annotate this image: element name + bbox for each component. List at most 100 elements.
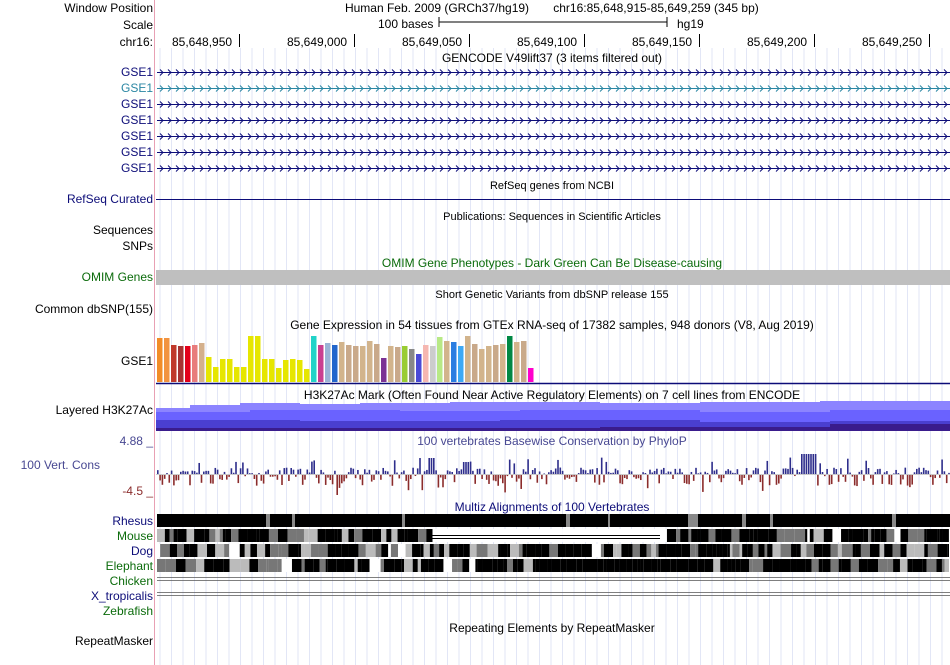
alignment-block	[401, 559, 404, 572]
multiz-species-rhesus[interactable]: Rhesus	[112, 514, 153, 528]
phylop-bar	[444, 475, 447, 480]
phylop-bar	[568, 475, 571, 479]
phylop-bar	[387, 471, 389, 474]
phylop-bar	[676, 472, 679, 474]
phylop-bar	[435, 470, 437, 474]
dbsnp-label[interactable]: Common dbSNP(155)	[34, 302, 153, 316]
alignment-gap	[742, 514, 746, 527]
gencode-item[interactable]: GSE1	[120, 129, 153, 143]
alignment-block	[304, 559, 314, 572]
phylop-bar	[932, 475, 934, 485]
phylop-bar	[580, 467, 582, 474]
phylop-track-label[interactable]: 100 Vert. Cons	[20, 458, 100, 472]
phylop-bar	[791, 467, 794, 474]
phylop-bar	[881, 475, 884, 484]
alignment-block	[680, 529, 689, 542]
sequences-label[interactable]: Sequences	[92, 223, 153, 237]
phylop-bar	[205, 470, 207, 474]
alignment-block	[675, 544, 682, 557]
phylop-bar	[522, 469, 525, 474]
multiz-species-xtropicalis[interactable]: X_tropicalis	[90, 589, 153, 603]
phylop-bar	[490, 471, 493, 474]
alignment-block	[390, 544, 399, 557]
alignment-block	[719, 544, 723, 557]
alignment-block	[463, 544, 470, 557]
gencode-item[interactable]: GSE1	[120, 65, 153, 79]
phylop-bar	[373, 475, 375, 480]
alignment-block	[939, 529, 943, 542]
alignment-block	[823, 529, 833, 542]
phylop-bar	[573, 475, 575, 477]
phylop-bar	[872, 475, 874, 485]
alignment-block	[767, 544, 773, 557]
snps-label[interactable]: SNPs	[122, 239, 153, 253]
gencode-item[interactable]: GSE1	[120, 81, 153, 95]
phylop-bar	[186, 471, 189, 474]
repeatmasker-label[interactable]: RepeatMasker	[74, 634, 153, 648]
phylop-bar	[837, 475, 840, 482]
phylop-bar	[423, 471, 426, 474]
phylop-bar	[538, 471, 541, 474]
phylop-bar	[352, 468, 355, 474]
gencode-item[interactable]: GSE1	[120, 113, 153, 127]
alignment-block	[794, 529, 806, 542]
alignment-block	[369, 559, 381, 572]
phylop-bar	[161, 475, 164, 485]
alignment-block	[838, 559, 842, 572]
alignment-block	[240, 559, 250, 572]
alignment-block	[900, 544, 907, 557]
phylop-bar	[886, 471, 888, 474]
h3k27ac-label[interactable]: Layered H3K27Ac	[55, 403, 153, 417]
alignment-block	[948, 529, 949, 542]
alignment-block	[317, 529, 326, 542]
multiz-species-chicken[interactable]: Chicken	[109, 574, 153, 588]
multiz-species-elephant[interactable]: Elephant	[105, 559, 153, 573]
phylop-bar	[343, 475, 345, 482]
gtex-gene-label[interactable]: GSE1	[120, 354, 153, 368]
alignment-block	[354, 559, 358, 572]
phylop-bar	[600, 457, 603, 474]
gencode-transcripts	[157, 69, 950, 172]
alignment-gap	[688, 514, 698, 527]
phylop-bar	[773, 472, 775, 474]
alignment-block	[937, 529, 940, 542]
alignment-block	[639, 544, 647, 557]
multiz-species-dog[interactable]: Dog	[130, 544, 153, 558]
phylop-bar	[577, 473, 580, 474]
alignment-block	[706, 544, 713, 557]
alignment-block	[300, 544, 305, 557]
alignment-block	[176, 559, 186, 572]
alignment-block	[177, 529, 187, 542]
alignment-block	[715, 529, 722, 542]
gencode-item[interactable]: GSE1	[120, 97, 153, 111]
phylop-bar	[453, 475, 456, 483]
phylop-bar	[239, 468, 242, 474]
alignment-block	[740, 559, 750, 572]
phylop-bar	[909, 475, 911, 488]
phylop-bar	[350, 467, 352, 474]
phylop-bar	[906, 475, 909, 486]
phylop-bar	[782, 468, 785, 474]
multiz-species-zebrafish[interactable]: Zebrafish	[102, 604, 153, 618]
phylop-bar	[173, 475, 175, 486]
gtex-bar	[157, 338, 163, 382]
phylop-bar	[196, 472, 198, 474]
gencode-arrows	[159, 101, 948, 108]
multiz-title: Multiz Alignments of 100 Vertebrates	[454, 500, 650, 514]
gencode-arrows	[159, 165, 948, 172]
gencode-item[interactable]: GSE1	[120, 145, 153, 159]
phylop-bar	[633, 475, 635, 478]
refseq-curated-label[interactable]: RefSeq Curated	[66, 192, 153, 206]
phylop-bar	[697, 473, 700, 474]
phylop-bar	[285, 467, 288, 474]
phylop-bar	[803, 454, 805, 474]
gtex-bar	[444, 341, 450, 382]
alignment-block	[380, 559, 384, 572]
omim-genes-label[interactable]: OMIM Genes	[81, 270, 153, 284]
multiz-species-mouse[interactable]: Mouse	[116, 529, 153, 543]
phylop-bar	[883, 472, 886, 474]
gencode-item[interactable]: GSE1	[120, 161, 153, 175]
gtex-bar	[206, 357, 212, 382]
alignment-block	[779, 559, 791, 572]
